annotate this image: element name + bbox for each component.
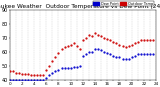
Title: Milwaukee Weather  Outdoor Temperature vs Dew Point (24 Hours): Milwaukee Weather Outdoor Temperature vs… xyxy=(0,4,160,9)
Legend: Dew Point, Outdoor Temp: Dew Point, Outdoor Temp xyxy=(93,1,154,6)
